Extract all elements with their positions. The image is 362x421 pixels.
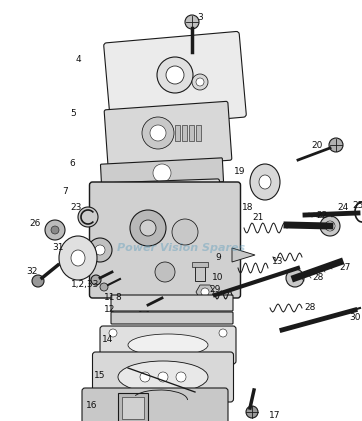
FancyBboxPatch shape <box>89 182 240 298</box>
Text: 24: 24 <box>337 203 349 213</box>
Circle shape <box>100 283 108 291</box>
Bar <box>118 393 148 421</box>
Text: Power Vision Spares: Power Vision Spares <box>117 243 245 253</box>
Text: 22: 22 <box>316 211 328 221</box>
Circle shape <box>286 269 304 287</box>
FancyBboxPatch shape <box>111 312 233 324</box>
FancyBboxPatch shape <box>100 326 236 364</box>
Text: 8: 8 <box>115 293 121 303</box>
Circle shape <box>166 66 184 84</box>
Circle shape <box>219 353 227 361</box>
Circle shape <box>91 275 101 285</box>
Polygon shape <box>196 285 214 299</box>
Text: 4: 4 <box>75 56 81 64</box>
Text: 14: 14 <box>102 336 114 344</box>
Circle shape <box>192 74 208 90</box>
Ellipse shape <box>128 334 208 356</box>
Ellipse shape <box>118 361 208 393</box>
Circle shape <box>109 353 117 361</box>
Circle shape <box>329 138 343 152</box>
Circle shape <box>219 329 227 337</box>
Circle shape <box>185 15 199 29</box>
Text: 19: 19 <box>234 168 246 176</box>
Text: 26: 26 <box>29 219 41 229</box>
Circle shape <box>95 245 105 255</box>
Circle shape <box>88 238 112 262</box>
FancyBboxPatch shape <box>104 101 232 169</box>
Text: 10: 10 <box>212 274 224 282</box>
Text: 18: 18 <box>242 203 254 213</box>
Text: 17: 17 <box>269 410 281 419</box>
Bar <box>196 125 201 141</box>
Text: 16: 16 <box>86 402 98 410</box>
FancyBboxPatch shape <box>104 32 246 128</box>
Circle shape <box>223 201 237 215</box>
Text: 7: 7 <box>62 187 68 197</box>
Circle shape <box>157 57 193 93</box>
Text: 9: 9 <box>215 253 221 263</box>
Circle shape <box>155 262 175 282</box>
Circle shape <box>172 219 198 245</box>
Circle shape <box>51 226 59 234</box>
FancyBboxPatch shape <box>111 295 233 311</box>
Circle shape <box>325 221 335 231</box>
Text: 20: 20 <box>311 141 323 149</box>
Circle shape <box>142 117 174 149</box>
Bar <box>189 125 194 141</box>
Ellipse shape <box>250 164 280 200</box>
Text: 29: 29 <box>209 285 221 295</box>
Circle shape <box>109 329 117 337</box>
Circle shape <box>78 207 98 227</box>
Circle shape <box>150 125 166 141</box>
Circle shape <box>140 372 150 382</box>
Circle shape <box>320 216 340 236</box>
FancyBboxPatch shape <box>82 388 228 421</box>
Text: 6: 6 <box>69 158 75 168</box>
Text: 25: 25 <box>352 202 362 210</box>
Circle shape <box>140 220 156 236</box>
Circle shape <box>227 205 233 211</box>
Circle shape <box>153 164 171 182</box>
Text: 11: 11 <box>104 293 116 303</box>
Text: 32: 32 <box>26 267 38 277</box>
Circle shape <box>201 288 209 296</box>
Ellipse shape <box>259 175 271 189</box>
Text: 15: 15 <box>94 370 106 379</box>
Polygon shape <box>232 248 255 262</box>
Circle shape <box>158 372 168 382</box>
Text: 28: 28 <box>304 304 316 312</box>
Circle shape <box>130 210 166 246</box>
Ellipse shape <box>71 250 85 266</box>
Text: 21: 21 <box>252 213 264 223</box>
Bar <box>122 397 144 419</box>
Text: 5: 5 <box>70 109 76 117</box>
Bar <box>182 125 187 141</box>
Circle shape <box>196 78 204 86</box>
Circle shape <box>138 301 150 313</box>
Text: 31: 31 <box>52 243 64 253</box>
Ellipse shape <box>59 236 97 280</box>
Circle shape <box>32 275 44 287</box>
Text: 12: 12 <box>104 306 116 314</box>
Circle shape <box>176 372 186 382</box>
Circle shape <box>140 190 156 206</box>
FancyBboxPatch shape <box>101 158 223 188</box>
Circle shape <box>45 220 65 240</box>
Circle shape <box>170 197 180 207</box>
Circle shape <box>246 406 258 418</box>
Text: 13: 13 <box>272 258 284 266</box>
Text: 28: 28 <box>312 274 324 282</box>
Text: 27: 27 <box>339 264 351 272</box>
Bar <box>195 265 205 281</box>
Bar <box>175 125 180 141</box>
Text: 1,2,33: 1,2,33 <box>71 280 99 290</box>
Text: 30: 30 <box>349 314 361 322</box>
Text: 3: 3 <box>197 13 203 22</box>
Text: 23: 23 <box>70 203 82 211</box>
FancyBboxPatch shape <box>96 179 220 217</box>
Bar <box>192 262 208 267</box>
FancyBboxPatch shape <box>93 352 233 402</box>
